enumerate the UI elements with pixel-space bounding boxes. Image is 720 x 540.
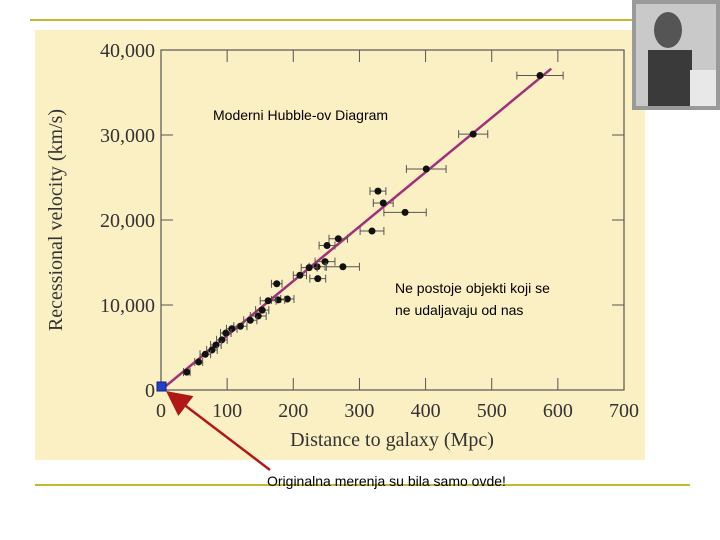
annotation: ne udaljavaju od nas <box>395 302 523 318</box>
photo <box>632 0 720 110</box>
arrow <box>166 390 271 471</box>
data-point <box>334 235 342 243</box>
data-point <box>273 280 281 288</box>
y-tick-label: 0 <box>145 380 155 402</box>
y-axis-label: Recessional velocity (km/s) <box>45 109 67 331</box>
data-point <box>305 264 313 272</box>
x-tick-label: 400 <box>411 400 441 422</box>
x-tick-label: 300 <box>344 400 374 422</box>
data-point <box>469 130 477 138</box>
data-point <box>208 346 216 354</box>
x-tick-label: 500 <box>477 400 507 422</box>
data-point <box>254 312 262 320</box>
data-point <box>195 358 203 366</box>
data-point <box>379 199 387 207</box>
x-axis-label: Distance to galaxy (Mpc) <box>290 429 494 451</box>
data-point <box>401 208 409 216</box>
annotation: Ne postoje objekti koji se <box>395 280 550 296</box>
data-point <box>283 295 291 303</box>
annotation: Originalna merenja su bila samo ovde! <box>267 473 506 489</box>
data-point <box>323 242 331 249</box>
data-point <box>218 336 226 344</box>
data-point <box>314 275 322 283</box>
data-point <box>339 263 347 271</box>
origin-marker <box>156 381 167 392</box>
x-tick-label: 600 <box>543 400 573 422</box>
data-point <box>368 227 376 235</box>
plot-panel <box>35 30 645 460</box>
data-point <box>296 271 304 279</box>
x-tick-label: 700 <box>609 400 639 422</box>
data-point <box>222 329 230 337</box>
y-tick-label: 10,000 <box>100 295 155 317</box>
x-tick-label: 100 <box>212 400 242 422</box>
data-point <box>258 306 266 314</box>
data-point <box>374 187 382 195</box>
data-point <box>422 165 430 173</box>
data-point <box>201 350 209 358</box>
data-point <box>536 72 544 79</box>
x-tick-label: 0 <box>156 400 166 422</box>
y-tick-label: 30,000 <box>100 125 155 147</box>
y-tick-label: 40,000 <box>100 40 155 62</box>
chart-annotation: Moderni Hubble-ov Diagram <box>213 107 388 123</box>
data-point <box>183 368 191 376</box>
data-point <box>228 325 236 333</box>
data-point <box>236 322 244 330</box>
y-tick-label: 20,000 <box>100 210 155 232</box>
x-tick-label: 200 <box>278 400 308 422</box>
data-point <box>246 316 254 324</box>
data-point <box>264 297 272 305</box>
